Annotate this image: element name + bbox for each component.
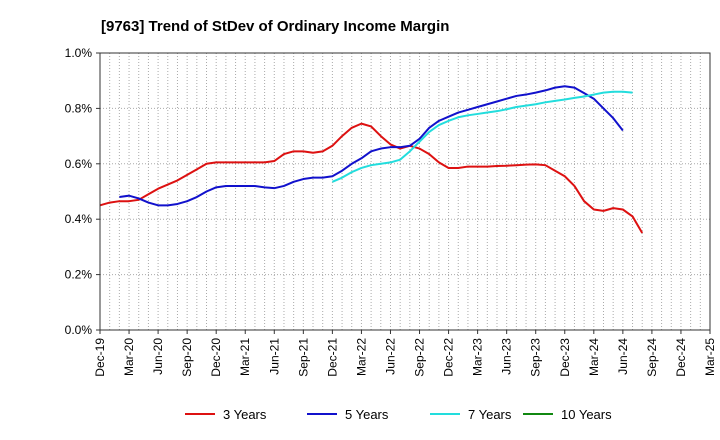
chart-title: [9763] Trend of StDev of Ordinary Income…: [101, 18, 449, 35]
x-tick-label: Sep-24: [645, 338, 659, 377]
series-line-5-years: [119, 85, 624, 207]
x-tick-label: Sep-22: [413, 338, 427, 377]
x-tick-label: Mar-24: [587, 338, 601, 376]
y-tick-label: 0.4%: [65, 212, 93, 226]
x-tick-label: Jun-21: [267, 338, 281, 375]
x-tick-label: Mar-23: [471, 338, 485, 376]
legend-label: 5 Years: [345, 407, 389, 422]
legend: 3 Years 5 Years 7 Years 10 Years: [185, 407, 612, 422]
series-line-7-years: [331, 90, 633, 183]
x-tick-label: Dec-22: [442, 338, 456, 377]
x-tick-label: Sep-23: [529, 338, 543, 377]
grid: [100, 52, 710, 331]
x-tick-label: Jun-23: [500, 338, 514, 375]
x-axis-ticks: Dec-19 Mar-20 Jun-20 Sep-20 Dec-20 Mar-21 Jun-…: [93, 330, 717, 377]
x-tick-label: Jun-20: [151, 338, 165, 375]
x-tick-label: Mar-21: [238, 338, 252, 376]
x-tick-label: Mar-22: [354, 338, 368, 376]
series-line-3-years: [99, 122, 644, 234]
legend-label: 3 Years: [223, 407, 267, 422]
x-tick-label: Dec-24: [674, 338, 688, 377]
plot-frame: [99, 52, 711, 331]
legend-label: 7 Years: [468, 407, 512, 422]
y-tick-label: 0.6%: [65, 157, 93, 171]
y-tick-label: 0.8%: [65, 101, 93, 115]
x-tick-label: Jun-24: [616, 338, 630, 375]
x-tick-label: Mar-20: [122, 338, 136, 376]
x-tick-label: Jun-22: [383, 338, 397, 375]
x-tick-label: Mar-25: [703, 338, 717, 376]
legend-label: 10 Years: [561, 407, 612, 422]
x-tick-label: Dec-23: [558, 338, 572, 377]
x-tick-label: Sep-21: [296, 338, 310, 377]
x-tick-label: Dec-21: [325, 338, 339, 377]
series-lines: [99, 85, 644, 234]
x-tick-label: Dec-19: [93, 338, 107, 377]
y-tick-label: 0.2%: [65, 268, 93, 282]
x-tick-label: Sep-20: [180, 338, 194, 377]
y-axis-ticks: 0.0% 0.2% 0.4% 0.6% 0.8% 1.0%: [65, 46, 100, 337]
x-tick-label: Dec-20: [209, 338, 223, 377]
y-tick-label: 0.0%: [65, 323, 93, 337]
y-tick-label: 1.0%: [65, 46, 93, 60]
